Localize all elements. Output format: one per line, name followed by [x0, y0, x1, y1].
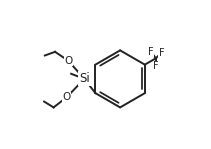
Text: F: F [148, 47, 154, 57]
Text: F: F [153, 61, 159, 71]
Text: Si: Si [79, 72, 90, 85]
Text: F: F [159, 48, 164, 58]
Text: O: O [63, 92, 71, 102]
Text: O: O [64, 56, 72, 66]
